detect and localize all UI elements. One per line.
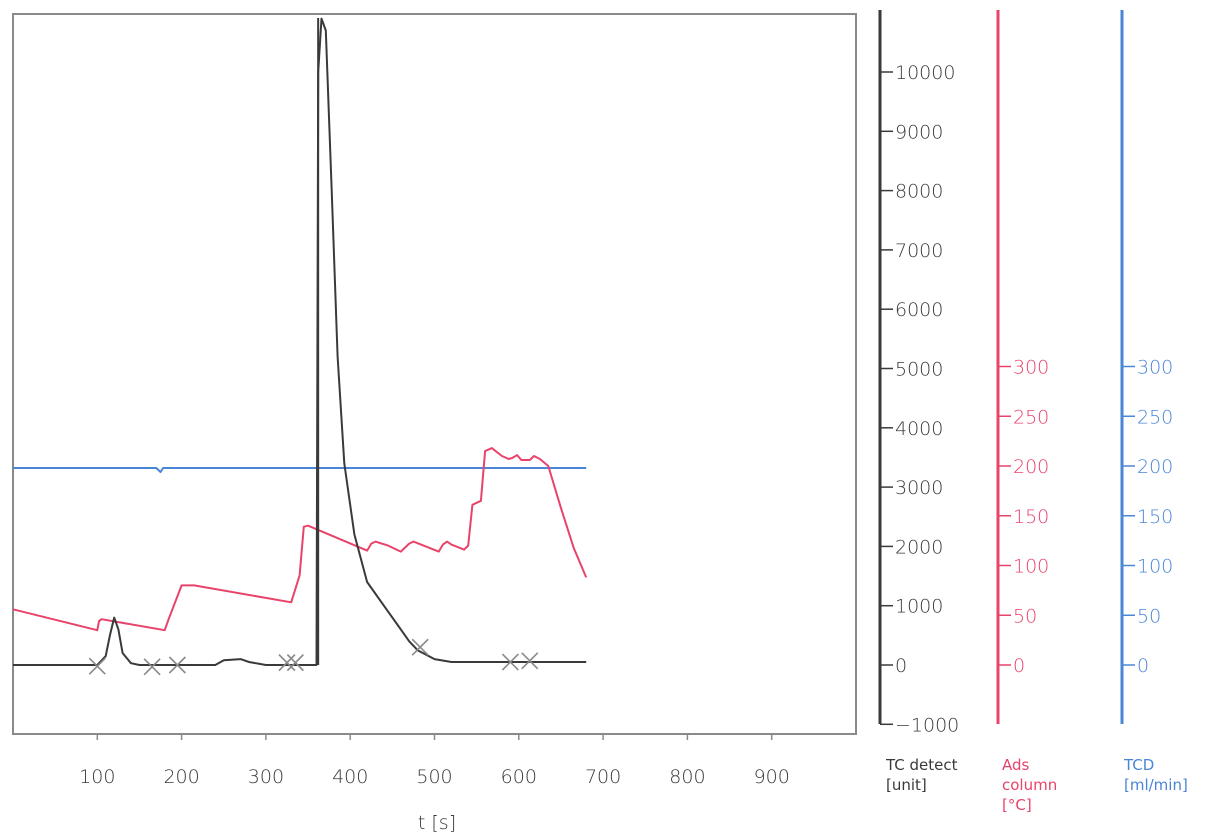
tc-tick-label: 10000	[895, 62, 955, 84]
tc-axis-title: TC detect	[885, 756, 958, 774]
tc-tick-label: −1000	[895, 714, 959, 736]
tcd-tick-label: 300	[1137, 357, 1173, 379]
ads-tick-label: 250	[1013, 406, 1049, 428]
tc-tick-label: 6000	[895, 299, 943, 321]
ads-tick-label: 100	[1013, 556, 1049, 578]
tcd-tick-label: 50	[1137, 605, 1161, 627]
tcd-series-line	[13, 467, 587, 473]
x-marker	[286, 654, 304, 672]
x-tick-label: 800	[669, 766, 705, 788]
ads-axis-title: [°C]	[1002, 796, 1032, 814]
x-marker	[411, 638, 429, 656]
x-axis-label: t [s]	[418, 812, 456, 834]
tc-tick-label: 4000	[895, 418, 943, 440]
x-marker	[278, 654, 296, 672]
x-tick-label: 100	[79, 766, 115, 788]
ads-tick-label: 0	[1013, 655, 1025, 677]
tcd-tick-label: 200	[1137, 456, 1173, 478]
ads-tick-label: 150	[1013, 506, 1049, 528]
x-tick-label: 400	[332, 766, 368, 788]
x-tick-label: 200	[163, 766, 199, 788]
tc-tick-label: 1000	[895, 596, 943, 618]
x-tick-label: 300	[248, 766, 284, 788]
ads-tick-label: 300	[1013, 357, 1049, 379]
tcd-tick-label: 250	[1137, 406, 1173, 428]
tc-axis-title: [unit]	[886, 776, 927, 794]
tc-tick-label: 0	[895, 655, 907, 677]
x-tick-label: 700	[585, 766, 621, 788]
tcd-tick-label: 100	[1137, 556, 1173, 578]
x-tick-label: 500	[416, 766, 452, 788]
tc-tick-label: 7000	[895, 240, 943, 262]
ads-tick-label: 50	[1013, 605, 1037, 627]
tc-tick-label: 9000	[895, 121, 943, 143]
ads-axis-title: Ads	[1002, 756, 1030, 774]
ads-axis-title: column	[1002, 776, 1057, 794]
tcd-axis-title: [ml/min]	[1124, 776, 1188, 794]
tc-series-line	[13, 17, 587, 666]
plot-layer	[12, 17, 588, 676]
x-tick-label: 900	[754, 766, 790, 788]
tc-tick-label: 2000	[895, 536, 943, 558]
tcd-axis-title: TCD	[1123, 756, 1154, 774]
x-marker	[88, 657, 106, 675]
tcd-tick-label: 150	[1137, 506, 1173, 528]
tcd-tick-label: 0	[1137, 655, 1149, 677]
x-marker	[143, 658, 161, 676]
x-tick-label: 600	[501, 766, 537, 788]
axis-layer: 100 200 300 400 500 600 700 800 900−100001000200…	[79, 62, 1188, 814]
x-marker	[168, 656, 186, 674]
tc-tick-label: 3000	[895, 477, 943, 499]
tc-tick-label: 8000	[895, 181, 943, 203]
ads-series-line	[12, 447, 588, 632]
tc-tick-label: 5000	[895, 359, 943, 381]
x-marker	[521, 652, 539, 670]
x-marker	[501, 653, 519, 671]
ads-tick-label: 200	[1013, 456, 1049, 478]
